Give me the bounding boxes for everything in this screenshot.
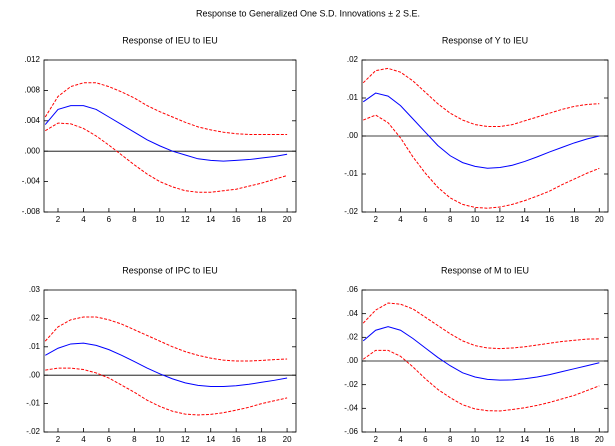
y-tick-label: .00 xyxy=(347,356,359,365)
x-tick-label: 6 xyxy=(423,435,428,444)
x-tick-label: 8 xyxy=(448,215,453,224)
response-line xyxy=(45,342,288,388)
y-tick-label: -.02 xyxy=(344,207,358,216)
band-line xyxy=(362,349,600,412)
x-tick-label: 4 xyxy=(81,435,86,444)
x-tick-label: 6 xyxy=(423,215,428,224)
y-tick-label: .06 xyxy=(347,285,359,294)
y-tick-label: .01 xyxy=(347,93,359,102)
panel: Response of IEU to IEU -.008 -.004 .000 .004… xyxy=(22,35,297,224)
panel: Response of Y to IEU -.02 -.01 .00 .01 .02 2 4 6… xyxy=(344,35,609,224)
y-tick-label: .000 xyxy=(24,146,40,155)
x-tick-label: 16 xyxy=(545,215,554,224)
plot-frame xyxy=(43,59,297,213)
panel-title: Response of IEU to IEU xyxy=(122,35,218,45)
panel: Response of IPC to IEU -.02 -.01 .00 .01 .02.… xyxy=(26,265,297,444)
x-tick-label: 8 xyxy=(132,435,137,444)
band-line xyxy=(45,122,288,193)
y-tick-label: -.02 xyxy=(26,427,40,436)
y-tick-label: -.004 xyxy=(22,177,41,186)
panel-title: Response of M to IEU xyxy=(441,265,529,275)
band-line xyxy=(363,114,600,209)
x-tick-label: 2 xyxy=(56,435,61,444)
y-tick-label: .008 xyxy=(24,86,40,95)
y-tick-label: .02 xyxy=(29,314,41,323)
x-tick-label: 6 xyxy=(107,215,112,224)
panel: Response of M to IEU -.06 -.04 -.02 .00 .02 .0… xyxy=(344,265,609,444)
x-tick-label: 2 xyxy=(373,215,378,224)
x-tick-label: 4 xyxy=(398,215,403,224)
x-tick-label: 10 xyxy=(471,435,480,444)
y-tick-label: -.008 xyxy=(22,207,41,216)
x-tick-label: 8 xyxy=(448,435,453,444)
x-tick-label: 16 xyxy=(232,215,241,224)
x-tick-label: 18 xyxy=(257,435,266,444)
x-tick-label: 12 xyxy=(181,215,190,224)
x-tick-label: 16 xyxy=(232,435,241,444)
band-line xyxy=(362,67,600,127)
figure-title: Response to Generalized One S.D. Innovat… xyxy=(196,8,420,18)
x-tick-label: 8 xyxy=(132,215,137,224)
x-tick-label: 6 xyxy=(107,435,112,444)
x-tick-label: 14 xyxy=(206,435,215,444)
y-tick-label: -.01 xyxy=(26,399,40,408)
y-tick-label: .012 xyxy=(24,55,40,64)
x-tick-label: 10 xyxy=(155,435,164,444)
x-tick-label: 14 xyxy=(206,215,215,224)
response-line xyxy=(362,92,600,169)
y-tick-label: .004 xyxy=(24,116,40,125)
y-tick-label: .00 xyxy=(29,370,41,379)
x-tick-label: 20 xyxy=(595,215,604,224)
x-tick-label: 10 xyxy=(471,215,480,224)
y-tick-label: -.06 xyxy=(344,427,358,436)
band-line xyxy=(362,302,600,350)
panel-title: Response of Y to IEU xyxy=(442,35,528,45)
band-line xyxy=(44,82,288,135)
x-tick-label: 12 xyxy=(181,435,190,444)
x-tick-label: 12 xyxy=(495,215,504,224)
x-tick-label: 16 xyxy=(545,435,554,444)
panel-title: Response of IPC to IEU xyxy=(122,265,218,275)
band-line xyxy=(44,316,288,362)
y-tick-label: -.01 xyxy=(344,169,358,178)
y-tick-label: -.02 xyxy=(344,380,358,389)
x-tick-label: 4 xyxy=(398,435,403,444)
x-tick-label: 18 xyxy=(570,435,579,444)
plot-frame xyxy=(43,289,297,433)
x-tick-label: 20 xyxy=(595,435,604,444)
band-line xyxy=(45,367,288,416)
y-tick-label: -.04 xyxy=(344,403,358,412)
x-tick-label: 2 xyxy=(373,435,378,444)
x-tick-label: 18 xyxy=(257,215,266,224)
x-tick-label: 20 xyxy=(283,435,292,444)
y-tick-label: .03 xyxy=(29,285,41,294)
x-tick-label: 4 xyxy=(81,215,86,224)
response-line xyxy=(44,105,288,162)
y-tick-label: .04 xyxy=(347,309,359,318)
x-tick-label: 20 xyxy=(283,215,292,224)
x-tick-label: 14 xyxy=(520,435,529,444)
x-tick-label: 14 xyxy=(520,215,529,224)
x-tick-label: 18 xyxy=(570,215,579,224)
x-tick-label: 12 xyxy=(495,435,504,444)
y-tick-label: .02 xyxy=(347,332,359,341)
response-line xyxy=(362,326,600,381)
x-tick-label: 10 xyxy=(155,215,164,224)
y-tick-label: .02 xyxy=(347,55,359,64)
y-tick-label: .01 xyxy=(29,342,41,351)
x-tick-label: 2 xyxy=(56,215,61,224)
y-tick-label: .00 xyxy=(347,131,359,140)
